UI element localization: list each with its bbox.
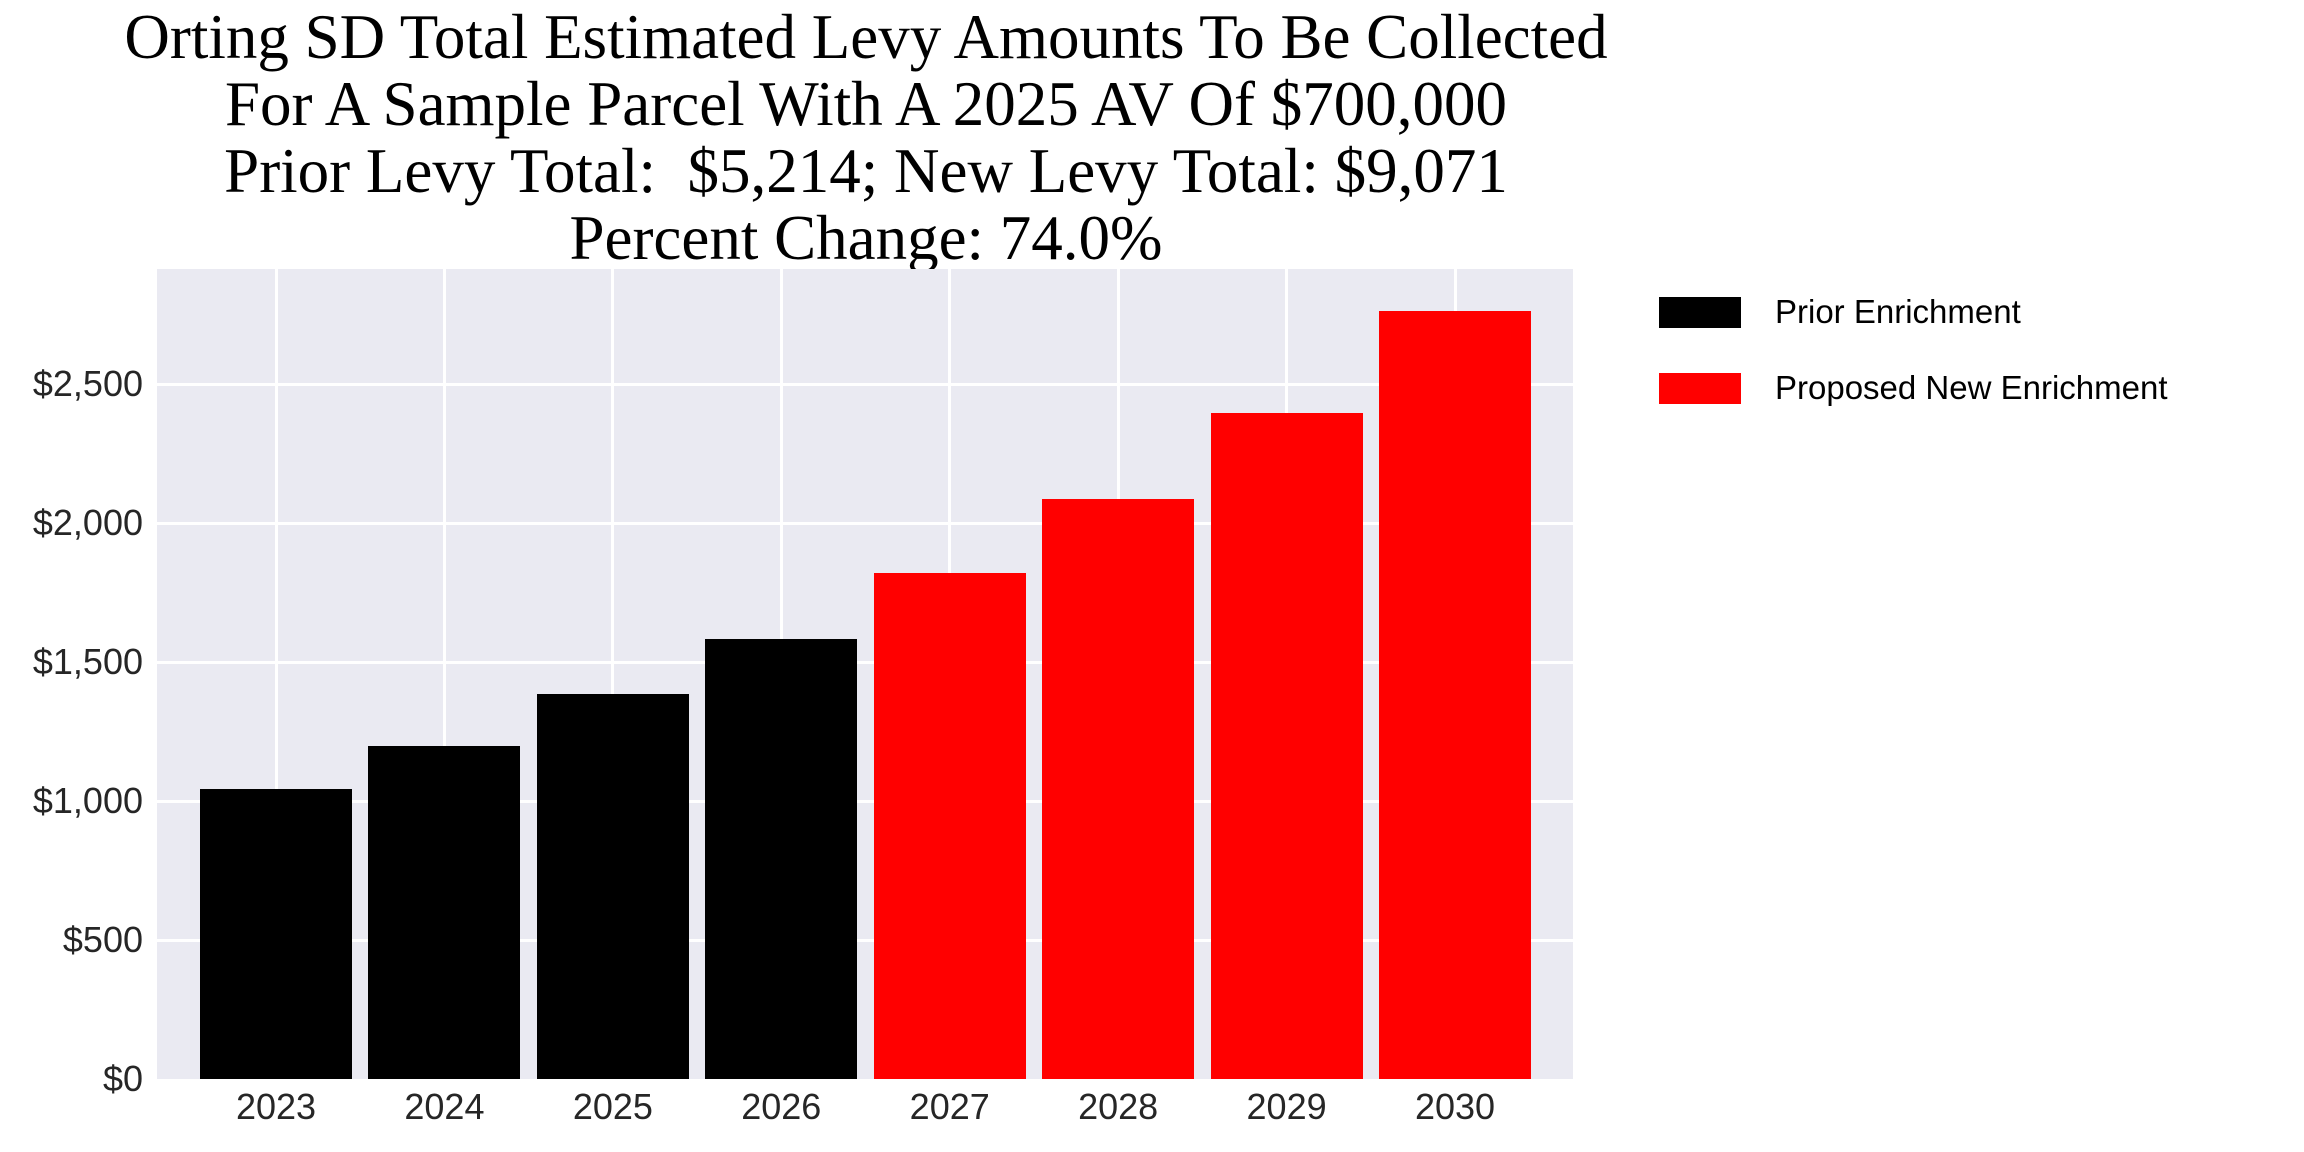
bar-2025 — [536, 694, 689, 1079]
legend: Prior Enrichment Proposed New Enrichment — [1659, 294, 2168, 406]
x-tick-label: 2028 — [1078, 1086, 1159, 1127]
chart-title-line-3: Prior Levy Total: $5,214; New Levy Total… — [224, 136, 1508, 206]
legend-label: Prior Enrichment — [1775, 293, 2021, 330]
bar-2030 — [1379, 310, 1531, 1079]
y-tick-label: $500 — [62, 919, 143, 961]
x-tick-label: 2024 — [404, 1086, 485, 1127]
proposed-new-enrichment-swatch-icon — [1659, 372, 1741, 404]
x-tick-label: 2023 — [235, 1086, 317, 1127]
y-gridline — [157, 799, 1573, 803]
x-tick-label: 2029 — [1246, 1086, 1327, 1127]
y-gridline — [157, 660, 1573, 664]
y-tick-label: $1,000 — [32, 780, 143, 822]
x-tick-label: 2025 — [572, 1086, 653, 1127]
bar-2026 — [705, 638, 858, 1079]
y-tick-label: $1,500 — [32, 641, 143, 683]
y-gridline — [157, 938, 1573, 942]
prior-enrichment-swatch-icon — [1659, 296, 1741, 328]
chart-title-line-4: Percent Change: 74.0% — [569, 203, 1163, 273]
y-gridline — [157, 521, 1573, 525]
bar-2028 — [1042, 499, 1195, 1079]
legend-item-prior-enrichment: Prior Enrichment — [1659, 294, 2168, 330]
bar-2023 — [200, 788, 352, 1079]
x-gridline — [274, 269, 278, 1079]
y-gridline — [157, 382, 1573, 386]
x-tick-label: 2027 — [909, 1086, 990, 1127]
chart-title-line-1: Orting SD Total Estimated Levy Amounts T… — [124, 2, 1608, 72]
legend-label: Proposed New Enrichment — [1775, 369, 2168, 406]
x-tick-label: 2026 — [741, 1086, 822, 1127]
y-tick-label: $0 — [102, 1058, 143, 1099]
y-tick-label: $2,500 — [32, 363, 143, 405]
x-gridline — [442, 269, 446, 1079]
bar-2024 — [368, 745, 521, 1079]
chart-title: Orting SD Total Estimated Levy Amounts T… — [0, 4, 1732, 272]
x-tick-label: 2030 — [1414, 1086, 1496, 1127]
chart-plot-area — [157, 269, 1573, 1079]
y-tick-label: $2,000 — [32, 502, 143, 544]
chart-title-line-2: For A Sample Parcel With A 2025 AV Of $7… — [224, 69, 1508, 139]
x-gridline — [611, 269, 615, 1079]
bar-2027 — [873, 572, 1026, 1079]
bar-2029 — [1210, 412, 1363, 1079]
legend-item-proposed-new-enrichment: Proposed New Enrichment — [1659, 370, 2168, 406]
